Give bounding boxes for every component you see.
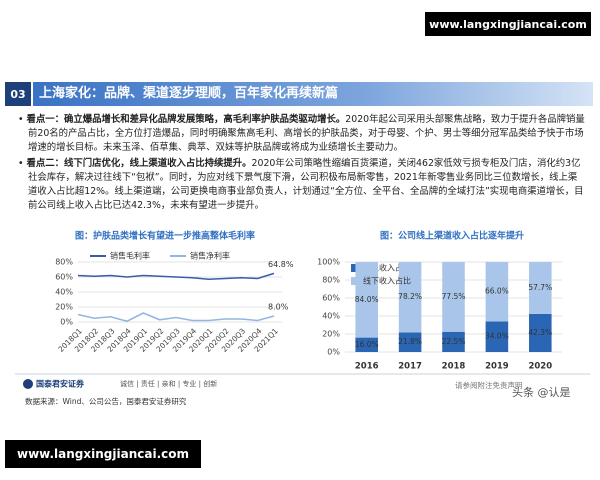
bullet-text: 2020年起公司采用头部聚焦战略，致力于提升各品牌销量前20名的产品占比，全方位… (28, 114, 585, 153)
credit: 头条 @认是 (512, 385, 571, 399)
bullet-lead: 看点二：线下门店优化，线上渠道收入占比持续提升。 (26, 158, 252, 169)
y-tick-label: 80% (55, 258, 73, 267)
end-label: 8.0% (268, 303, 289, 312)
disclaimer: 请参阅附注免责声明 (455, 380, 523, 390)
y-tick-label: 40% (322, 312, 340, 321)
y-tick-label: 0% (60, 318, 73, 327)
legend-label: 线上收入占比 (363, 263, 411, 273)
slogan: 诚信 | 责任 | 亲和 | 专业 | 创新 (120, 379, 217, 388)
y-tick-label: 80% (322, 276, 340, 285)
value-label: 42.3% (528, 328, 552, 337)
source: 数据来源：Wind、公司公告，国泰君安证券研究 (25, 396, 187, 406)
x-tick-label: 2019 (485, 362, 509, 372)
value-label: 66.0% (485, 287, 509, 296)
y-tick-label: 100% (317, 258, 340, 267)
bar-segment (485, 262, 509, 322)
y-tick-label: 60% (55, 273, 73, 282)
value-label: 57.7% (528, 283, 552, 292)
bullet: • 看点一：确立爆品增长和差异化品牌发展策略，高毛利率护肤品类驱动增长。2020… (18, 114, 585, 153)
bar-segment (398, 262, 422, 333)
bullet: • 看点二：线下门店优化，线上渠道收入占比持续提升。2020年公司策略性缩编百货… (18, 158, 584, 211)
x-tick-label: 2016 (355, 362, 379, 372)
value-label: 84.0% (355, 295, 379, 304)
watermark: www.langxingjiancai.com (425, 12, 591, 36)
bar-segment (442, 331, 465, 352)
section-number: 03 (5, 82, 31, 106)
chart-title: 图：公司线上渠道收入占比逐年提升 (380, 230, 524, 242)
y-tick-label: 20% (55, 303, 73, 312)
bar-segment (485, 321, 509, 352)
value-label: 21.8% (398, 337, 422, 346)
y-tick-label: 20% (322, 330, 340, 339)
bullets: • 看点一：确立爆品增长和差异化品牌发展策略，高毛利率护肤品类驱动增长。2020… (18, 113, 586, 215)
x-tick-label: 2017 (398, 362, 422, 372)
section-title: 上海家化：品牌、渠道逐步理顺，百年家化再续新篇 (33, 82, 593, 106)
bar-segment (442, 262, 465, 332)
legend-label: 销售毛利率 (110, 251, 150, 261)
bullet-lead: 看点一：确立爆品增长和差异化品牌发展策略，高毛利率护肤品类驱动增长。 (26, 114, 346, 125)
line-series (77, 312, 275, 323)
bar-segment (355, 262, 378, 338)
value-label: 78.2% (398, 292, 422, 301)
x-tick-label: 2020 (528, 362, 552, 372)
legend-swatch (351, 264, 359, 272)
value-label: 34.0% (485, 332, 509, 341)
legend-label: 销售净利率 (190, 251, 230, 261)
watermark: www.langxingjiancai.com (5, 440, 201, 468)
x-tick-label: 2018 (442, 362, 466, 372)
legend-label: 线下收入占比 (363, 276, 411, 286)
value-label: 77.5% (442, 292, 466, 301)
value-label: 16.0% (355, 340, 379, 349)
bullet-text: 2020年公司策略性缩编百货渠道，关闭462家低效亏损专柜及门店，消化约3亿社会… (28, 158, 584, 211)
bar-segment (355, 337, 378, 352)
end-label: 64.8% (268, 260, 294, 269)
logo-icon (23, 379, 33, 389)
line-series (77, 272, 275, 281)
value-label: 22.5% (442, 337, 466, 346)
bar-segment (398, 332, 422, 352)
chart-title: 图：护肤品类增长有望进一步推高整体毛利率 (75, 230, 255, 242)
y-tick-label: 40% (55, 288, 73, 297)
bar-segment (529, 313, 552, 352)
bar-segment (529, 262, 552, 314)
y-tick-label: 60% (322, 294, 340, 303)
y-tick-label: 0% (327, 348, 340, 357)
logo: 国泰君安证券 (36, 379, 85, 389)
legend-swatch (351, 277, 359, 285)
